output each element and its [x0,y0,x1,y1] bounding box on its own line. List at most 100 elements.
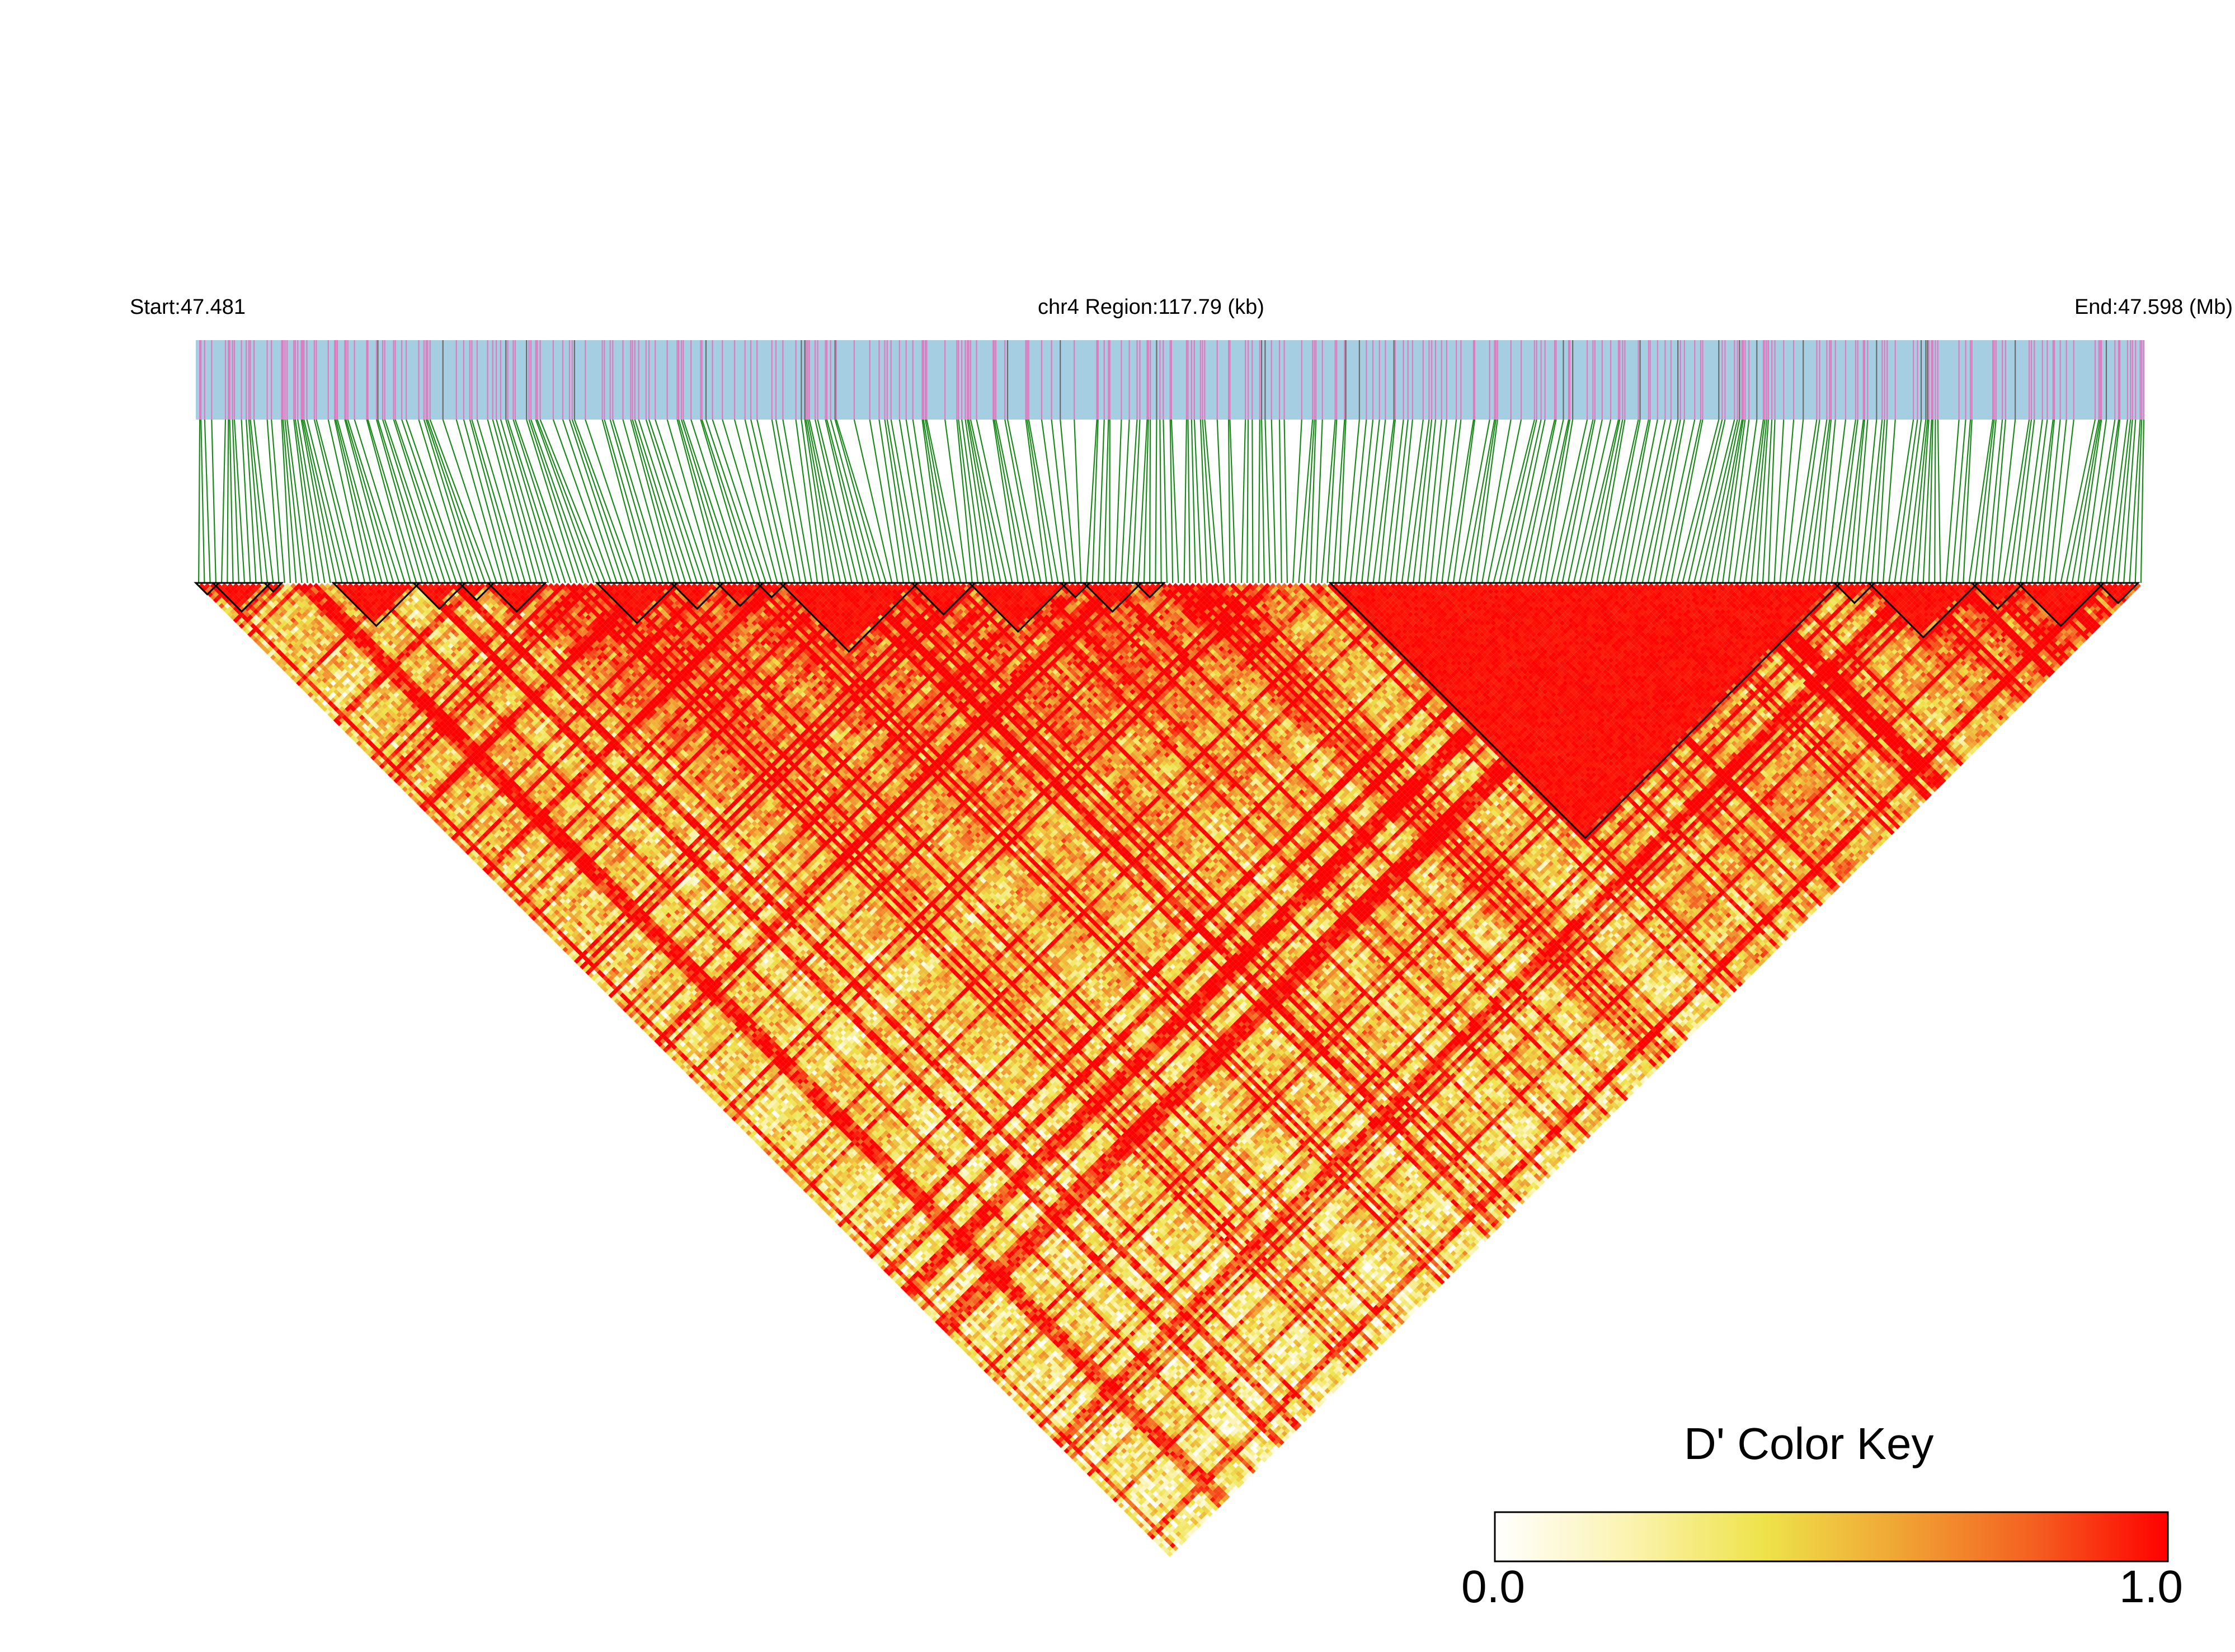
snp-connector [515,420,571,583]
snp-connector [1688,420,1725,583]
snp-connector [1279,420,1282,583]
snp-connector [1252,420,1253,583]
snp-connector [250,420,267,583]
snp-position-connectors [199,420,2144,583]
snp-connector [1230,420,1235,583]
snp-connector [2090,420,2115,583]
snp-connector [1163,420,1166,583]
snp-connector [713,420,766,583]
snp-connector [1556,420,1593,583]
snp-connector [199,420,200,583]
snp-connector [575,420,634,583]
snp-connector [969,420,1001,583]
snp-connector [1900,420,1921,583]
snp-connector [1344,420,1359,583]
snp-connector [635,420,686,583]
snp-connector [227,420,228,583]
snp-connector [211,420,216,583]
snp-connector [2026,420,2047,583]
snp-connector [805,420,829,583]
snp-connector [1262,420,1264,583]
snp-connector [1132,420,1140,583]
snp-connector [529,420,583,583]
snp-connector [2003,420,2029,583]
snp-connector [967,420,995,583]
snp-connector [378,420,427,583]
snp-connector [1694,420,1734,583]
snp-connector [1591,420,1623,583]
snp-connector [2032,420,2053,583]
ld-matrix-cells [199,583,2141,1557]
snp-connector [2072,420,2100,583]
snp-connector [1540,420,1570,583]
snp-connector [1809,420,1830,583]
snp-connector [1883,420,1895,583]
snp-connector [977,420,1013,583]
snp-connector [1843,420,1863,583]
snp-connector [355,420,405,583]
snp-connector [610,420,657,583]
snp-connector [205,420,210,583]
snp-connector [649,420,703,583]
snp-connector [796,420,818,583]
snp-connector [1614,420,1649,583]
snp-connector [1188,420,1189,583]
snp-connector [1889,420,1913,583]
snp-connector [1574,420,1611,583]
snp-connector [1247,420,1248,583]
snp-connector [553,420,611,583]
snp-connector [1272,420,1276,583]
snp-connector [1938,420,1941,583]
snp-connector [1098,420,1104,583]
snp-connector [1284,420,1287,583]
snp-connector [394,420,445,583]
snp-connector [585,420,639,583]
snp-connector [345,420,388,583]
snp-connector [1408,420,1429,583]
snp-connector [201,420,204,583]
snp-connector [230,420,233,583]
snp-connector [1259,420,1260,583]
snp-connector [1740,420,1763,583]
snp-connector [810,420,846,583]
snp-connector [1413,420,1432,583]
snp-connector [1074,420,1081,583]
snp-connector [1155,420,1156,583]
snp-connector [2083,420,2106,583]
snp-connector [222,420,225,583]
snp-connector [679,420,726,583]
snp-connector [924,420,949,583]
snp-connector [1745,420,1765,583]
snp-connector [776,420,806,583]
snp-connector [1229,420,1230,583]
snp-connector [993,420,1018,583]
snp-connector [1654,420,1684,583]
snp-connector [1116,420,1122,583]
snp-connector [1241,420,1245,583]
snp-connector [1160,420,1161,583]
snp-connector [1217,420,1225,583]
snp-connector [958,420,978,583]
snp-connector [1184,420,1187,583]
snp-connector [1791,420,1817,583]
snp-connector [1528,420,1563,583]
snp-connector [1837,420,1858,583]
snp-connector [604,420,651,583]
snp-connector [1316,420,1323,583]
snp-connector [623,420,668,583]
snp-connector [536,420,594,583]
snp-connector [900,420,926,583]
snp-connector [783,420,812,583]
snp-connector [1768,420,1775,583]
snp-connector [1265,420,1270,583]
snp-connector [496,420,542,583]
snp-connector [906,420,932,583]
snp-connector [254,420,273,583]
snp-connector [1975,420,1994,583]
snp-connector [965,420,989,583]
snp-connector [1060,420,1075,583]
snp-connector [1104,420,1108,583]
snp-connector [655,420,708,583]
